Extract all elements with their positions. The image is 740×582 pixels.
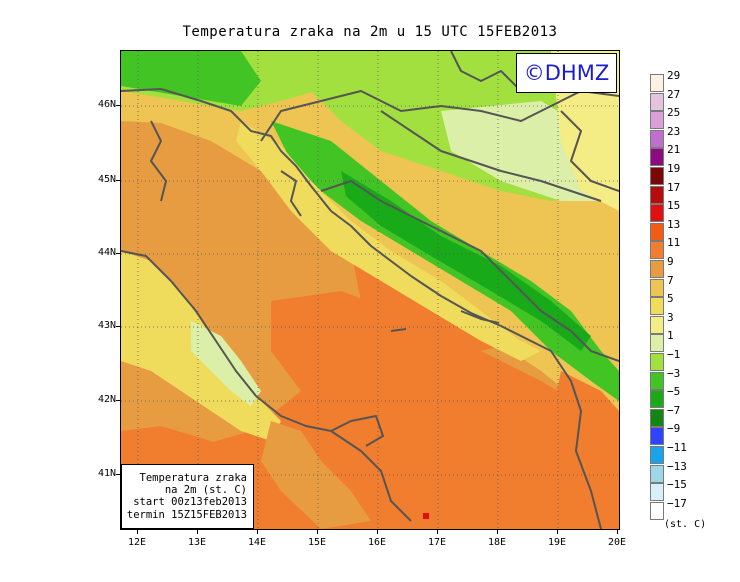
y-tick (116, 400, 120, 401)
x-tick (437, 530, 438, 534)
y-tick (116, 474, 120, 475)
legend-label: 27 (667, 87, 681, 101)
legend-swatch (650, 353, 664, 371)
info-box: Temperatura zraka na 2m (st. C) start 00… (121, 464, 254, 529)
temperature-map (120, 50, 620, 530)
x-tick (557, 530, 558, 534)
y-label-43n: 43N (97, 320, 116, 331)
legend-label: −9 (667, 422, 681, 436)
field-alps-green (121, 51, 261, 106)
x-label-16e: 16E (367, 537, 387, 548)
info-line-1: Temperatura zraka (139, 472, 247, 484)
legend-swatch (650, 92, 664, 111)
legend-label: 3 (667, 310, 674, 324)
legend-label: 9 (667, 255, 674, 268)
y-label-45n: 45N (97, 174, 116, 185)
legend-label: −11 (667, 441, 687, 454)
dhmz-logo: ©DHMZ (516, 53, 617, 93)
legend-label: 29 (667, 69, 681, 82)
x-label-17e: 17E (427, 537, 447, 548)
y-tick (116, 326, 120, 327)
x-label-18e: 18E (487, 537, 507, 548)
legend-swatch (650, 483, 664, 502)
x-tick (197, 530, 198, 534)
legend-label: 15 (667, 199, 681, 213)
info-line-2: na 2m (st. C) (164, 484, 247, 497)
legend-label: −15 (667, 478, 687, 492)
legend-swatch (650, 260, 664, 278)
legend-swatch (650, 185, 664, 204)
legend-label: 11 (667, 236, 681, 250)
legend-swatch (650, 390, 664, 409)
y-label-46n: 46N (97, 99, 116, 110)
legend-swatch (650, 446, 664, 464)
x-tick (317, 530, 318, 534)
field-albania (551, 371, 619, 529)
field-italy-south (261, 421, 371, 529)
y-label-42n: 42N (97, 394, 116, 405)
legend-label: 7 (667, 273, 674, 287)
legend-swatch (650, 222, 664, 241)
legend-label: 13 (667, 217, 681, 231)
x-label-15e: 15E (307, 537, 327, 548)
legend-swatch (650, 464, 664, 483)
x-label-12e: 12E (127, 537, 147, 548)
legend-label: −17 (667, 496, 687, 510)
legend-label: 21 (667, 143, 681, 157)
legend-swatch (650, 297, 664, 316)
x-tick (497, 530, 498, 534)
legend-label: 23 (667, 124, 681, 138)
x-label-19e: 19E (547, 537, 567, 548)
legend-label: −1 (667, 348, 681, 361)
field-hotspot (423, 513, 429, 519)
x-label-13e: 13E (187, 537, 207, 548)
legend-swatch (650, 167, 664, 185)
info-line-4: termin 15Z15FEB2013 (126, 508, 247, 521)
x-label-20e: 20E (607, 537, 627, 548)
y-label-44n: 44N (97, 247, 116, 258)
field-italy-mountains (191, 321, 261, 406)
legend-label: −5 (667, 385, 681, 399)
legend-swatch (650, 501, 664, 520)
x-label-14e: 14E (247, 537, 267, 548)
field-coast (236, 121, 541, 361)
field-dinaric-dark (341, 171, 591, 351)
legend-label: 1 (667, 329, 674, 343)
y-tick (116, 180, 120, 181)
legend-swatch (650, 74, 664, 92)
legend-label: 17 (667, 180, 681, 194)
y-tick (116, 253, 120, 254)
y-label-41n: 41N (97, 468, 116, 479)
legend-label: −3 (667, 366, 681, 380)
x-tick (137, 530, 138, 534)
legend-swatch (650, 315, 664, 334)
legend-label: 19 (667, 162, 681, 175)
legend-swatch (650, 278, 664, 297)
x-tick (257, 530, 258, 534)
x-tick (617, 530, 618, 534)
legend-label: 5 (667, 292, 674, 306)
legend-unit: (st. C) (664, 519, 707, 530)
legend-swatch (650, 427, 664, 446)
legend-label: −13 (667, 459, 687, 473)
legend-swatch (650, 204, 664, 223)
info-line-3: start 00z13feb2013 (133, 496, 247, 509)
legend-label: 25 (667, 106, 681, 120)
legend-swatch (650, 241, 664, 260)
legend-swatch (650, 334, 664, 353)
legend-swatch (650, 111, 664, 130)
map-title: Temperatura zraka na 2m u 15 UTC 15FEB20… (182, 24, 558, 40)
legend-swatch (650, 408, 664, 427)
y-tick (116, 105, 120, 106)
x-tick (377, 530, 378, 534)
legend-swatch (650, 129, 664, 148)
legend-label: −7 (667, 403, 681, 417)
legend-swatch (650, 371, 664, 390)
legend-swatch (650, 148, 664, 167)
